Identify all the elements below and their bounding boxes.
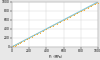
Point (83, 9, 85, 10)
Point (70, 16, 71, 17)
Point (77, 13, 78, 14)
Point (23, 40, 25, 41)
Point (34, 35, 35, 36)
Point (12, 46, 14, 47)
Point (14, 45, 15, 46)
Point (80, 11, 82, 12)
X-axis label: Pi  (MPa): Pi (MPa) (49, 55, 61, 59)
Point (66, 18, 68, 19)
Point (21, 41, 22, 42)
Point (16, 44, 17, 45)
Point (31, 36, 33, 37)
Point (56, 23, 57, 24)
Point (97, 2, 99, 3)
Point (42, 30, 44, 31)
Point (19, 42, 20, 43)
Point (63, 20, 64, 21)
Point (87, 7, 88, 8)
Point (59, 22, 61, 23)
Point (26, 39, 27, 40)
Point (90, 6, 92, 7)
Point (39, 32, 40, 33)
Point (52, 25, 54, 26)
Point (17, 43, 19, 44)
Point (46, 29, 47, 30)
Point (49, 27, 51, 28)
Point (94, 4, 95, 5)
